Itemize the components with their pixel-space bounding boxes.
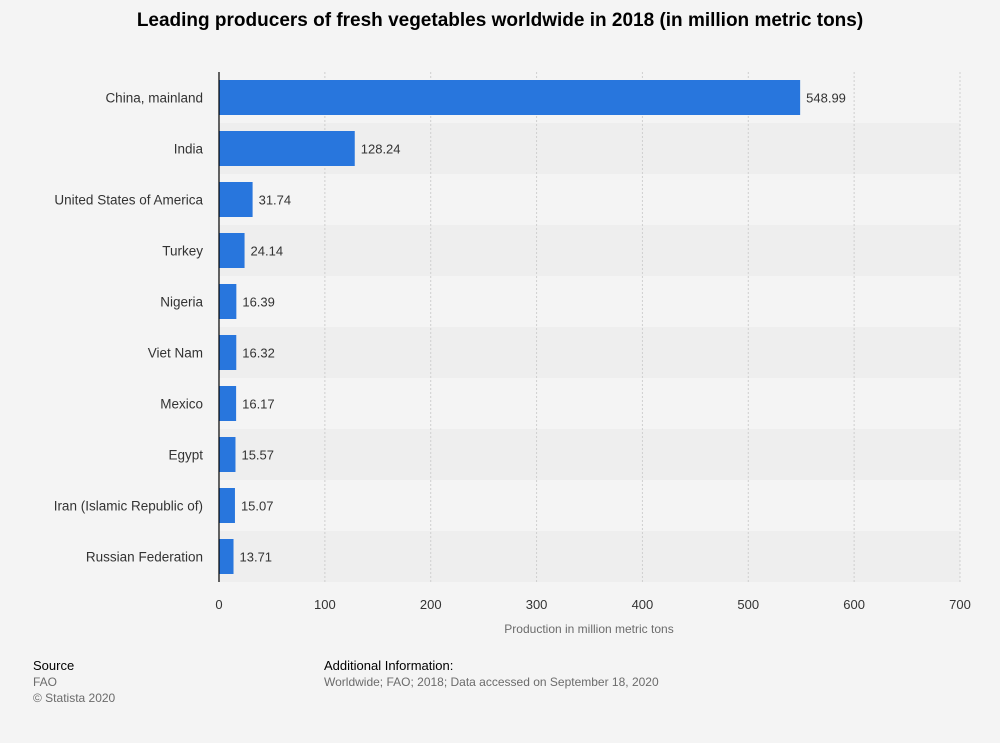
row-band	[219, 225, 960, 276]
data-label: 24.14	[251, 244, 284, 259]
x-tick-label: 100	[314, 597, 336, 612]
bar	[219, 488, 235, 523]
additional-info-text: Worldwide; FAO; 2018; Data accessed on S…	[324, 675, 659, 689]
data-label: 15.57	[241, 448, 274, 463]
row-bands	[219, 123, 960, 582]
category-label: Iran (Islamic Republic of)	[54, 499, 203, 514]
x-tick-label: 200	[420, 597, 442, 612]
x-tick-label: 500	[737, 597, 759, 612]
x-axis-title: Production in million metric tons	[504, 622, 673, 636]
data-label: 16.32	[242, 346, 275, 361]
bar	[219, 539, 234, 574]
bar	[219, 437, 236, 472]
category-label: Mexico	[160, 397, 203, 412]
bar	[219, 131, 355, 166]
bar	[219, 182, 253, 217]
category-labels: China, mainland India United States of Ame…	[54, 91, 204, 565]
data-label: 13.71	[240, 550, 273, 565]
row-band	[219, 531, 960, 582]
data-label: 16.39	[242, 295, 275, 310]
category-label: Turkey	[162, 244, 203, 259]
data-label: 31.74	[259, 193, 292, 208]
category-label: Egypt	[168, 448, 203, 463]
category-label: Nigeria	[160, 295, 203, 310]
additional-info-heading: Additional Information:	[324, 658, 454, 673]
bar	[219, 284, 237, 319]
copyright-text: © Statista 2020	[33, 691, 116, 705]
x-tick-label: 700	[949, 597, 971, 612]
value-labels: 548.99 128.24 31.74 24.14 16.39 16.32 16.17 15.…	[240, 91, 846, 565]
additional-info-block: Additional Information: Worldwide; FAO; …	[324, 658, 659, 690]
x-tick-labels: 0 100 200 300 400 500 600 700	[215, 597, 970, 612]
category-label: Viet Nam	[148, 346, 203, 361]
bar	[219, 386, 237, 421]
bar	[219, 233, 245, 268]
data-label: 16.17	[242, 397, 275, 412]
source-value: FAO	[33, 675, 58, 689]
chart-title: Leading producers of fresh vegetables wo…	[136, 10, 864, 31]
data-label: 15.07	[241, 499, 274, 514]
x-tick-label: 400	[632, 597, 654, 612]
row-band	[219, 429, 960, 480]
bar	[219, 80, 801, 115]
data-label: 128.24	[361, 142, 401, 157]
x-tick-label: 0	[215, 597, 222, 612]
category-label: United States of America	[54, 193, 203, 208]
bar	[219, 335, 237, 370]
source-block: Source FAO © Statista 2020	[33, 658, 115, 706]
category-label: Russian Federation	[86, 550, 203, 565]
row-band	[219, 327, 960, 378]
gridlines	[324, 72, 961, 582]
source-heading: Source	[33, 658, 75, 673]
data-label: 548.99	[806, 91, 846, 106]
x-tick-label: 600	[843, 597, 865, 612]
bars	[219, 80, 801, 574]
category-label: India	[174, 142, 204, 157]
category-label: China, mainland	[105, 91, 203, 106]
x-tick-label: 300	[526, 597, 548, 612]
